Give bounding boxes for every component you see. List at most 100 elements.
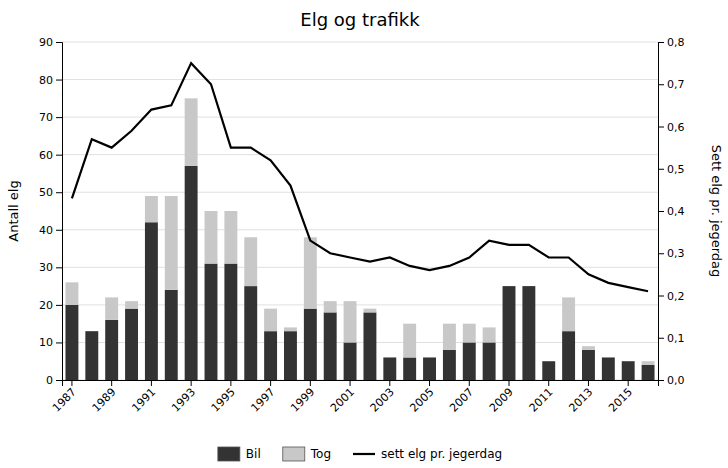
tick-label: 1995 <box>209 386 238 415</box>
bar <box>145 222 158 380</box>
bar <box>403 357 416 380</box>
tick: 0,7 <box>658 78 685 91</box>
tick-mark <box>151 380 152 386</box>
tick: 2013 <box>566 380 595 415</box>
legend-label: Tog <box>310 447 331 461</box>
legend-item: Bil <box>218 447 261 461</box>
tick-label: 1997 <box>249 386 278 415</box>
tick-label: 50 <box>39 186 53 199</box>
bar <box>403 324 416 358</box>
tick-mark <box>191 380 192 386</box>
tick-label: 1989 <box>90 386 119 415</box>
bar <box>602 357 615 380</box>
bar <box>85 331 98 332</box>
bar <box>324 301 337 312</box>
tick-label: 60 <box>39 149 53 162</box>
tick: 60 <box>39 149 62 162</box>
line <box>72 63 648 291</box>
legend-swatch <box>283 447 305 461</box>
tick: 0,5 <box>658 163 685 176</box>
tick: 2009 <box>487 380 516 415</box>
tick: 2003 <box>368 380 397 415</box>
tick-mark <box>658 211 664 212</box>
tick: 1993 <box>169 380 198 415</box>
tick-label: 0,3 <box>667 247 685 260</box>
bar <box>185 166 198 380</box>
tick: 0,4 <box>658 205 685 218</box>
tick: 30 <box>39 261 62 274</box>
x-axis: 1987198919911993199519971999200120032005… <box>50 380 659 415</box>
tick-label: 20 <box>39 299 53 312</box>
axis-domain <box>659 43 665 381</box>
tick: 0 <box>46 374 62 387</box>
bar <box>483 327 496 342</box>
plot: 1987198919911993199519971999200120032005… <box>39 36 685 414</box>
tick: 40 <box>39 224 62 237</box>
bar <box>562 297 575 331</box>
bar <box>423 357 436 358</box>
bar <box>284 331 297 380</box>
bar <box>165 196 178 290</box>
tick: 50 <box>39 186 62 199</box>
tick: 20 <box>39 299 62 312</box>
bar <box>642 365 655 380</box>
bar <box>443 324 456 350</box>
tick-mark <box>658 127 664 128</box>
tick-label: 2013 <box>566 386 595 415</box>
tick: 1999 <box>288 380 317 415</box>
tick-label: 80 <box>39 74 53 87</box>
legend-swatch <box>218 447 240 461</box>
grid <box>62 42 658 380</box>
bar <box>304 309 317 380</box>
bar <box>483 342 496 380</box>
tick-mark <box>56 42 62 43</box>
tick-mark <box>658 84 664 85</box>
bar <box>363 309 376 313</box>
bar <box>622 361 635 362</box>
tick: 0,6 <box>658 121 685 134</box>
tick-mark <box>111 380 112 386</box>
tick-mark <box>56 192 62 193</box>
tick-mark <box>56 117 62 118</box>
tick: 1995 <box>209 380 238 415</box>
bar <box>602 357 615 358</box>
tick: 2007 <box>447 380 476 415</box>
tick-mark <box>310 380 311 386</box>
tick-label: 2011 <box>527 386 556 415</box>
tick-label: 1993 <box>169 386 198 415</box>
tick-label: 10 <box>39 336 53 349</box>
tick-label: 0,0 <box>667 374 685 387</box>
bar <box>423 357 436 380</box>
bar <box>65 282 78 305</box>
legend-swatch <box>353 453 375 455</box>
tick-label: 1991 <box>129 386 158 415</box>
title: Elg og trafikk <box>300 9 420 30</box>
tick-mark <box>56 155 62 156</box>
legend: BilTogsett elg pr. jegerdag <box>218 447 502 461</box>
tick: 70 <box>39 111 62 124</box>
tick-label: 1999 <box>288 386 317 415</box>
tick-mark <box>469 380 470 386</box>
bar <box>383 357 396 380</box>
tick-label: 90 <box>39 36 53 49</box>
bar <box>165 290 178 380</box>
bar <box>264 309 277 332</box>
tick: 80 <box>39 74 62 87</box>
tick-mark <box>429 380 430 386</box>
tick-label: 2007 <box>447 386 476 415</box>
bar <box>582 350 595 380</box>
bar <box>65 305 78 380</box>
bar <box>503 286 516 380</box>
bar <box>522 286 535 380</box>
axis-title: Antall elg <box>6 180 21 241</box>
grid-line <box>62 192 658 193</box>
bar <box>522 286 535 287</box>
bar <box>244 237 257 286</box>
tick-mark <box>230 380 231 386</box>
bar <box>224 211 237 264</box>
tick-mark <box>56 305 62 306</box>
bar <box>125 301 138 309</box>
tick-mark <box>658 169 664 170</box>
tick-label: 0,5 <box>667 163 685 176</box>
tick-mark <box>628 380 629 386</box>
